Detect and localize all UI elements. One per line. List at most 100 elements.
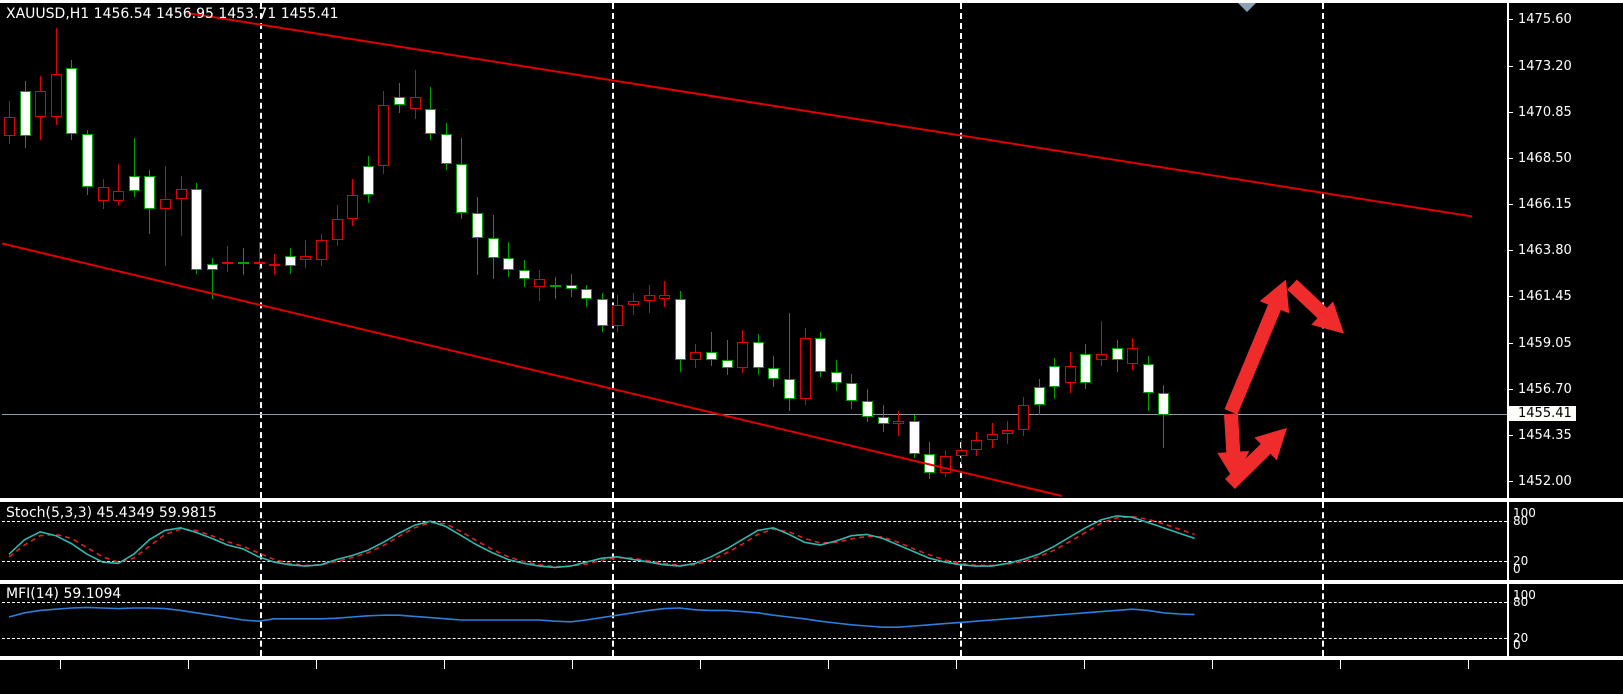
tick-mark xyxy=(1509,389,1513,391)
candle-0 xyxy=(4,3,15,497)
level-label-100: 100 xyxy=(1513,588,1536,602)
candle-53 xyxy=(830,3,842,497)
up-arrow-1[interactable] xyxy=(1224,279,1290,415)
candle-body xyxy=(596,299,608,327)
candle-body xyxy=(66,67,78,135)
candle-49 xyxy=(768,3,780,497)
candle-body xyxy=(378,104,390,166)
candle-body xyxy=(690,351,702,360)
candle-body xyxy=(1064,365,1076,384)
candle-52 xyxy=(815,3,827,497)
candle-body xyxy=(674,299,686,360)
candle-wick xyxy=(305,240,307,268)
candle-body xyxy=(612,304,624,327)
candle-wick xyxy=(1163,385,1165,448)
vertical-gridline-3 xyxy=(1322,584,1324,656)
stochastic-k-line-svg xyxy=(8,515,1195,569)
down-arrow-2[interactable] xyxy=(1217,413,1250,482)
mfi-pane[interactable]: 100 80 20 0 MFI(14) 59.1094 xyxy=(0,582,1623,658)
candle-61 xyxy=(955,3,967,497)
candle-45 xyxy=(706,3,717,497)
mfi-axis: 100 80 20 0 xyxy=(1507,584,1623,656)
vertical-gridline-3 xyxy=(1322,3,1324,498)
price-tick-5: 1463.80 xyxy=(1509,244,1572,257)
candle-body xyxy=(144,175,156,209)
price-pane[interactable]: 1475.60 1473.20 1470.85 1468.50 1466.15 1463.… xyxy=(0,0,1623,500)
candle-body xyxy=(503,257,515,270)
candle-32 xyxy=(503,3,515,497)
candle-body xyxy=(986,434,998,441)
candle-57 xyxy=(893,3,905,497)
candle-38 xyxy=(596,3,608,497)
candle-41 xyxy=(643,3,655,497)
candle-body xyxy=(1111,348,1123,360)
candle-69 xyxy=(1080,3,1092,497)
candle-body xyxy=(206,263,218,270)
candle-body xyxy=(1096,353,1107,360)
tick-mark xyxy=(1509,435,1513,437)
candle-body xyxy=(799,338,811,399)
time-tick-8 xyxy=(1084,660,1085,669)
stochastic-k-line xyxy=(8,515,1195,569)
candle-15 xyxy=(238,3,249,497)
candle-19 xyxy=(300,3,312,497)
candle-71 xyxy=(1111,3,1123,497)
candle-40 xyxy=(628,3,639,497)
candle-24 xyxy=(378,3,390,497)
candle-body xyxy=(300,255,312,260)
down-arrow-1[interactable] xyxy=(1287,279,1344,334)
candle-body xyxy=(1158,393,1170,415)
price-tick-8: 1456.70 xyxy=(1509,383,1572,396)
candle-3 xyxy=(50,3,62,497)
candle-body xyxy=(472,212,483,239)
mfi-plot-area[interactable] xyxy=(2,584,1507,656)
candle-body xyxy=(721,359,733,368)
candle-body xyxy=(1049,365,1061,388)
candle-body xyxy=(331,218,343,241)
time-tick-11 xyxy=(1468,660,1469,669)
candle-wick xyxy=(414,69,416,119)
level-label-100: 100 xyxy=(1513,506,1536,520)
candle-body xyxy=(846,383,858,401)
mfi-indicator-label: MFI(14) 59.1094 xyxy=(6,586,122,602)
up-arrow-2[interactable] xyxy=(1225,427,1287,489)
level-label-20: 20 xyxy=(1513,553,1529,568)
time-tick-0 xyxy=(60,660,61,669)
price-tick-2: 1470.85 xyxy=(1509,106,1572,119)
candle-wick xyxy=(165,165,166,266)
candle-body xyxy=(784,379,795,399)
candle-42 xyxy=(659,3,671,497)
candle-body xyxy=(113,191,125,201)
mfi-line xyxy=(8,606,1195,629)
level-label-0: 0 xyxy=(1513,638,1521,652)
candle-58 xyxy=(908,3,920,497)
candle-50 xyxy=(784,3,795,497)
stochastic-pane[interactable]: 100 80 20 0 Stoch(5,3,3) 45.4349 59.9815 xyxy=(0,500,1623,582)
candle-1 xyxy=(19,3,31,497)
tick-mark xyxy=(1509,481,1513,483)
time-axis[interactable] xyxy=(0,658,1623,694)
price-tick-1: 1473.20 xyxy=(1509,60,1572,73)
tick-mark xyxy=(1509,343,1513,345)
price-plot-area[interactable] xyxy=(2,3,1507,498)
candle-28 xyxy=(440,3,452,497)
time-tick-7 xyxy=(956,660,957,669)
tick-mark xyxy=(1509,65,1513,67)
candle-body xyxy=(97,187,109,201)
time-tick-4 xyxy=(572,660,573,669)
candle-body xyxy=(752,342,764,368)
price-tick-7: 1459.05 xyxy=(1509,337,1572,350)
stochastic-plot-area[interactable] xyxy=(2,502,1507,580)
tick-mark xyxy=(1509,296,1513,298)
candle-body xyxy=(877,416,889,425)
candle-body xyxy=(1033,387,1045,405)
candle-body xyxy=(50,73,62,117)
level-label-20: 20 xyxy=(1513,631,1529,645)
candle-body xyxy=(862,400,873,417)
candle-body xyxy=(1018,404,1029,431)
candle-6 xyxy=(97,3,109,497)
candle-60 xyxy=(940,3,951,497)
candle-72 xyxy=(1127,3,1139,497)
candle-34 xyxy=(534,3,546,497)
candle-body xyxy=(487,238,499,258)
